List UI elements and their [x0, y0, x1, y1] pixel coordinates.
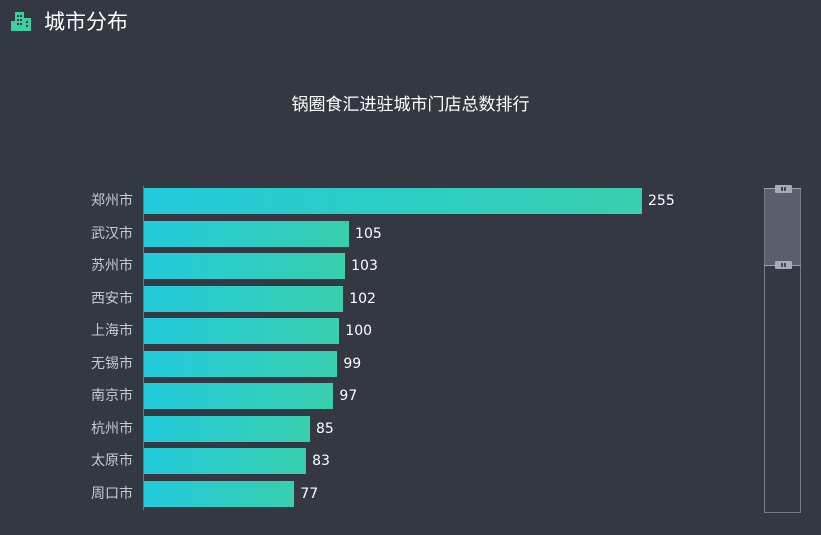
- bar[interactable]: [144, 253, 346, 279]
- category-label: 南京市: [91, 388, 133, 404]
- section-header: 城市分布: [10, 6, 128, 36]
- value-label: 97: [339, 388, 358, 404]
- bar[interactable]: [144, 188, 642, 214]
- value-label: 85: [316, 420, 334, 437]
- datazoom-handle-bottom[interactable]: [775, 261, 792, 269]
- value-label: 255: [648, 193, 675, 209]
- bar[interactable]: [144, 448, 307, 474]
- value-label: 77: [300, 485, 319, 502]
- datazoom-selected-range[interactable]: [765, 189, 800, 265]
- category-label: 周口市: [91, 485, 133, 502]
- section-title: 城市分布: [44, 10, 128, 34]
- bar[interactable]: [144, 350, 338, 377]
- bar[interactable]: [144, 415, 310, 442]
- category-label: 武汉市: [91, 225, 133, 242]
- value-label: 99: [343, 355, 362, 372]
- building-icon: [11, 12, 31, 31]
- value-label: 100: [345, 323, 373, 339]
- y-axis-line: [143, 186, 144, 510]
- value-label: 103: [351, 258, 378, 274]
- datazoom-handle-top[interactable]: [775, 185, 792, 193]
- category-label: 上海市: [91, 323, 133, 339]
- category-label: 杭州市: [91, 420, 133, 437]
- value-label: 105: [355, 225, 382, 242]
- category-label: 郑州市: [91, 193, 133, 209]
- bar[interactable]: [144, 285, 344, 312]
- category-label: 西安市: [91, 290, 133, 307]
- value-label: 102: [349, 290, 376, 307]
- category-label: 无锡市: [91, 355, 133, 372]
- chart-title: 锅圈食汇进驻城市门店总数排行: [291, 95, 530, 115]
- category-label: 太原市: [91, 453, 133, 469]
- bar[interactable]: [144, 220, 350, 247]
- value-label: 83: [312, 453, 330, 469]
- bar[interactable]: [144, 318, 340, 344]
- category-label: 苏州市: [91, 258, 133, 274]
- bar[interactable]: [144, 480, 295, 507]
- bar[interactable]: [144, 383, 334, 409]
